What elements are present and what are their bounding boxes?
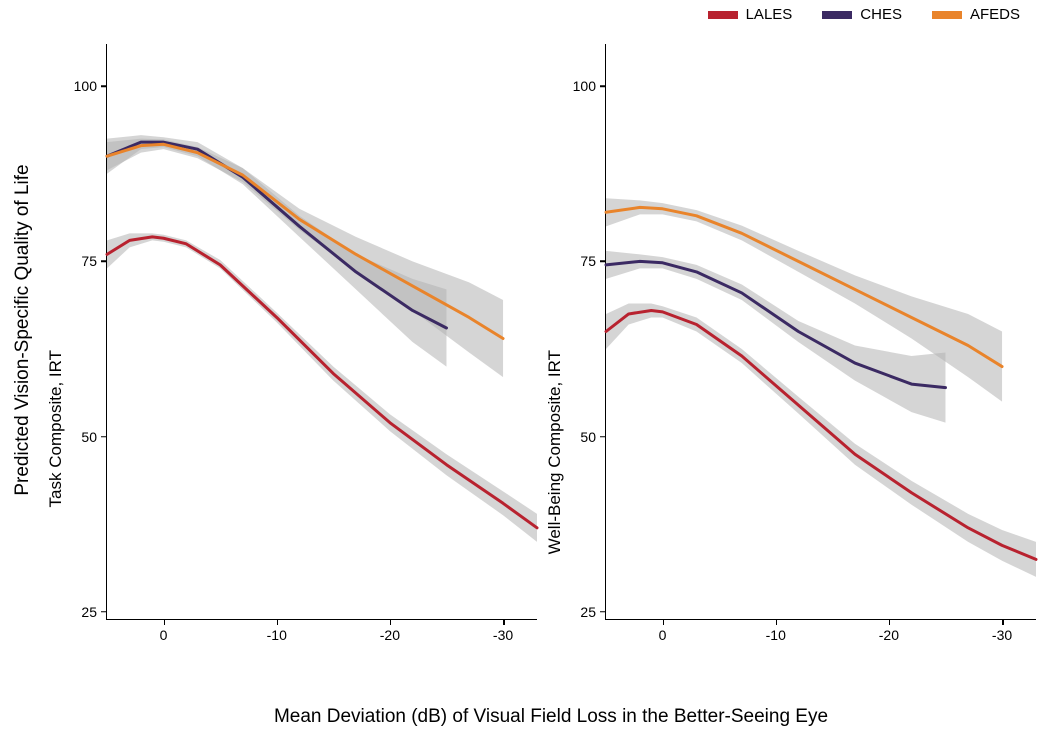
legend-swatch bbox=[708, 11, 738, 19]
panels-container: Task Composite, IRT0-10-20-30255075100We… bbox=[62, 40, 1040, 660]
legend-label: AFEDS bbox=[970, 6, 1020, 23]
y-tick-label: 25 bbox=[81, 604, 97, 620]
panel-y-label: Task Composite, IRT bbox=[46, 350, 66, 507]
y-axis-label-text: Predicted Vision-Specific Quality of Lif… bbox=[12, 164, 34, 495]
legend-label: CHES bbox=[860, 6, 902, 23]
x-tick-mark bbox=[1002, 619, 1004, 625]
series-svg bbox=[606, 44, 1036, 619]
legend-item: AFEDS bbox=[932, 6, 1020, 23]
x-tick-label: 0 bbox=[659, 627, 667, 643]
confidence-ribbon bbox=[606, 251, 945, 423]
y-tick-label: 100 bbox=[74, 78, 97, 94]
panel-wellbeing: Well-Being Composite, IRT0-10-20-3025507… bbox=[561, 40, 1040, 660]
series-svg bbox=[107, 44, 537, 619]
legend-swatch bbox=[932, 11, 962, 19]
x-tick-label: -20 bbox=[879, 627, 899, 643]
legend-item: LALES bbox=[708, 6, 793, 23]
panel-y-label: Well-Being Composite, IRT bbox=[545, 350, 565, 554]
y-tick-label: 50 bbox=[81, 429, 97, 445]
x-axis-label-text: Mean Deviation (dB) of Visual Field Loss… bbox=[274, 706, 828, 727]
x-tick-label: -10 bbox=[267, 627, 287, 643]
legend-item: CHES bbox=[822, 6, 902, 23]
confidence-ribbon bbox=[107, 233, 537, 542]
x-tick-label: -20 bbox=[380, 627, 400, 643]
series-line bbox=[107, 237, 537, 528]
figure: Predicted Vision-Specific Quality of Lif… bbox=[0, 0, 1050, 748]
x-tick-label: -30 bbox=[992, 627, 1012, 643]
legend: LALES CHES AFEDS bbox=[0, 6, 1020, 23]
x-tick-mark bbox=[663, 619, 665, 625]
x-tick-mark bbox=[889, 619, 891, 625]
y-tick-label: 50 bbox=[580, 429, 596, 445]
x-tick-label: 0 bbox=[160, 627, 168, 643]
x-tick-mark bbox=[503, 619, 505, 625]
y-tick-label: 100 bbox=[573, 78, 596, 94]
legend-label: LALES bbox=[746, 6, 793, 23]
panel-task: Task Composite, IRT0-10-20-30255075100 bbox=[62, 40, 541, 660]
x-tick-label: -10 bbox=[766, 627, 786, 643]
plot-area: 0-10-20-30255075100 bbox=[605, 44, 1036, 620]
y-tick-label: 25 bbox=[580, 604, 596, 620]
x-tick-label: -30 bbox=[493, 627, 513, 643]
y-axis-label: Predicted Vision-Specific Quality of Lif… bbox=[8, 0, 38, 660]
x-tick-mark bbox=[776, 619, 778, 625]
legend-swatch bbox=[822, 11, 852, 19]
confidence-ribbon bbox=[107, 135, 446, 366]
y-tick-label: 75 bbox=[580, 253, 596, 269]
x-tick-mark bbox=[164, 619, 166, 625]
x-tick-mark bbox=[277, 619, 279, 625]
x-axis-label: Mean Deviation (dB) of Visual Field Loss… bbox=[62, 706, 1040, 728]
plot-area: 0-10-20-30255075100 bbox=[106, 44, 537, 620]
y-tick-label: 75 bbox=[81, 253, 97, 269]
x-tick-mark bbox=[390, 619, 392, 625]
